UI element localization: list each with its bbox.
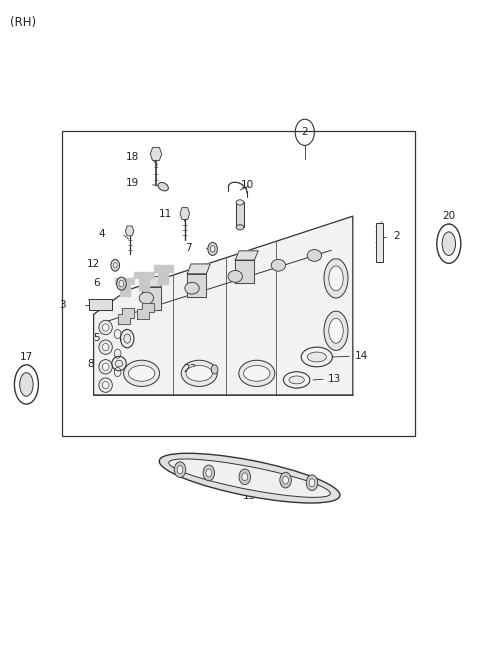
Ellipse shape [169, 459, 330, 497]
Circle shape [210, 246, 215, 252]
Text: 6: 6 [93, 278, 100, 288]
Text: 8: 8 [87, 358, 94, 369]
Ellipse shape [236, 225, 244, 230]
Text: 2: 2 [394, 231, 400, 241]
Polygon shape [180, 208, 190, 219]
Polygon shape [125, 226, 134, 236]
Bar [376, 223, 383, 262]
Circle shape [111, 259, 120, 271]
Bar [89, 299, 112, 310]
Text: 20: 20 [442, 211, 456, 221]
Circle shape [283, 476, 288, 484]
Text: 17: 17 [20, 352, 33, 362]
Ellipse shape [115, 360, 123, 367]
Polygon shape [142, 276, 165, 287]
Circle shape [239, 469, 251, 485]
Circle shape [306, 475, 318, 491]
Ellipse shape [239, 360, 275, 386]
Ellipse shape [99, 360, 112, 374]
Ellipse shape [102, 381, 109, 389]
Ellipse shape [329, 318, 343, 343]
Circle shape [113, 263, 117, 268]
Text: 12: 12 [86, 259, 100, 269]
Text: 11: 11 [158, 209, 172, 219]
Circle shape [174, 462, 186, 477]
Ellipse shape [307, 352, 326, 362]
Circle shape [114, 349, 121, 358]
Ellipse shape [324, 259, 348, 298]
Ellipse shape [102, 363, 109, 371]
Ellipse shape [124, 360, 159, 386]
Text: (RH): (RH) [10, 16, 36, 29]
Text: 9: 9 [236, 201, 242, 212]
Ellipse shape [228, 271, 242, 282]
Polygon shape [137, 303, 154, 319]
Text: 13: 13 [327, 374, 341, 384]
Circle shape [177, 466, 183, 474]
Polygon shape [150, 147, 162, 160]
Circle shape [208, 242, 217, 255]
Polygon shape [154, 265, 173, 284]
Ellipse shape [329, 266, 343, 291]
Polygon shape [235, 260, 254, 283]
Ellipse shape [185, 282, 199, 294]
Text: 5: 5 [93, 333, 100, 343]
Circle shape [114, 367, 121, 377]
Bar [236, 202, 244, 227]
Ellipse shape [236, 200, 244, 205]
Ellipse shape [99, 320, 112, 335]
Circle shape [114, 329, 121, 339]
Circle shape [203, 465, 215, 481]
Ellipse shape [139, 292, 154, 304]
Ellipse shape [102, 324, 109, 331]
Ellipse shape [159, 453, 340, 503]
Bar [62, 131, 415, 436]
Ellipse shape [99, 378, 112, 392]
Ellipse shape [307, 250, 322, 261]
Ellipse shape [186, 365, 212, 381]
Polygon shape [142, 287, 161, 310]
Ellipse shape [271, 259, 286, 271]
Circle shape [117, 277, 126, 290]
Text: 19: 19 [126, 178, 139, 189]
Text: 14: 14 [355, 351, 369, 362]
Ellipse shape [99, 340, 112, 354]
Text: 4: 4 [98, 229, 105, 239]
Ellipse shape [244, 365, 270, 381]
Text: 7: 7 [185, 242, 192, 253]
Polygon shape [94, 216, 353, 395]
Polygon shape [134, 272, 154, 290]
Circle shape [119, 280, 124, 287]
Polygon shape [187, 274, 206, 297]
Text: 2: 2 [301, 127, 308, 138]
Ellipse shape [324, 311, 348, 350]
Circle shape [211, 365, 218, 374]
Text: 23: 23 [183, 364, 197, 374]
Circle shape [309, 479, 315, 487]
Text: 10: 10 [240, 179, 253, 190]
Circle shape [280, 472, 291, 488]
Ellipse shape [442, 232, 456, 255]
Ellipse shape [102, 343, 109, 351]
Text: 18: 18 [126, 152, 139, 162]
Ellipse shape [128, 365, 155, 381]
Circle shape [124, 334, 131, 343]
Ellipse shape [20, 373, 33, 396]
Circle shape [242, 473, 248, 481]
Polygon shape [115, 278, 134, 296]
Text: 3: 3 [60, 299, 66, 310]
Ellipse shape [181, 360, 217, 386]
Polygon shape [187, 264, 210, 274]
Polygon shape [118, 308, 134, 324]
Ellipse shape [289, 376, 304, 384]
Polygon shape [235, 251, 258, 260]
Circle shape [206, 469, 212, 477]
Ellipse shape [158, 183, 168, 191]
Text: 15: 15 [243, 491, 256, 502]
